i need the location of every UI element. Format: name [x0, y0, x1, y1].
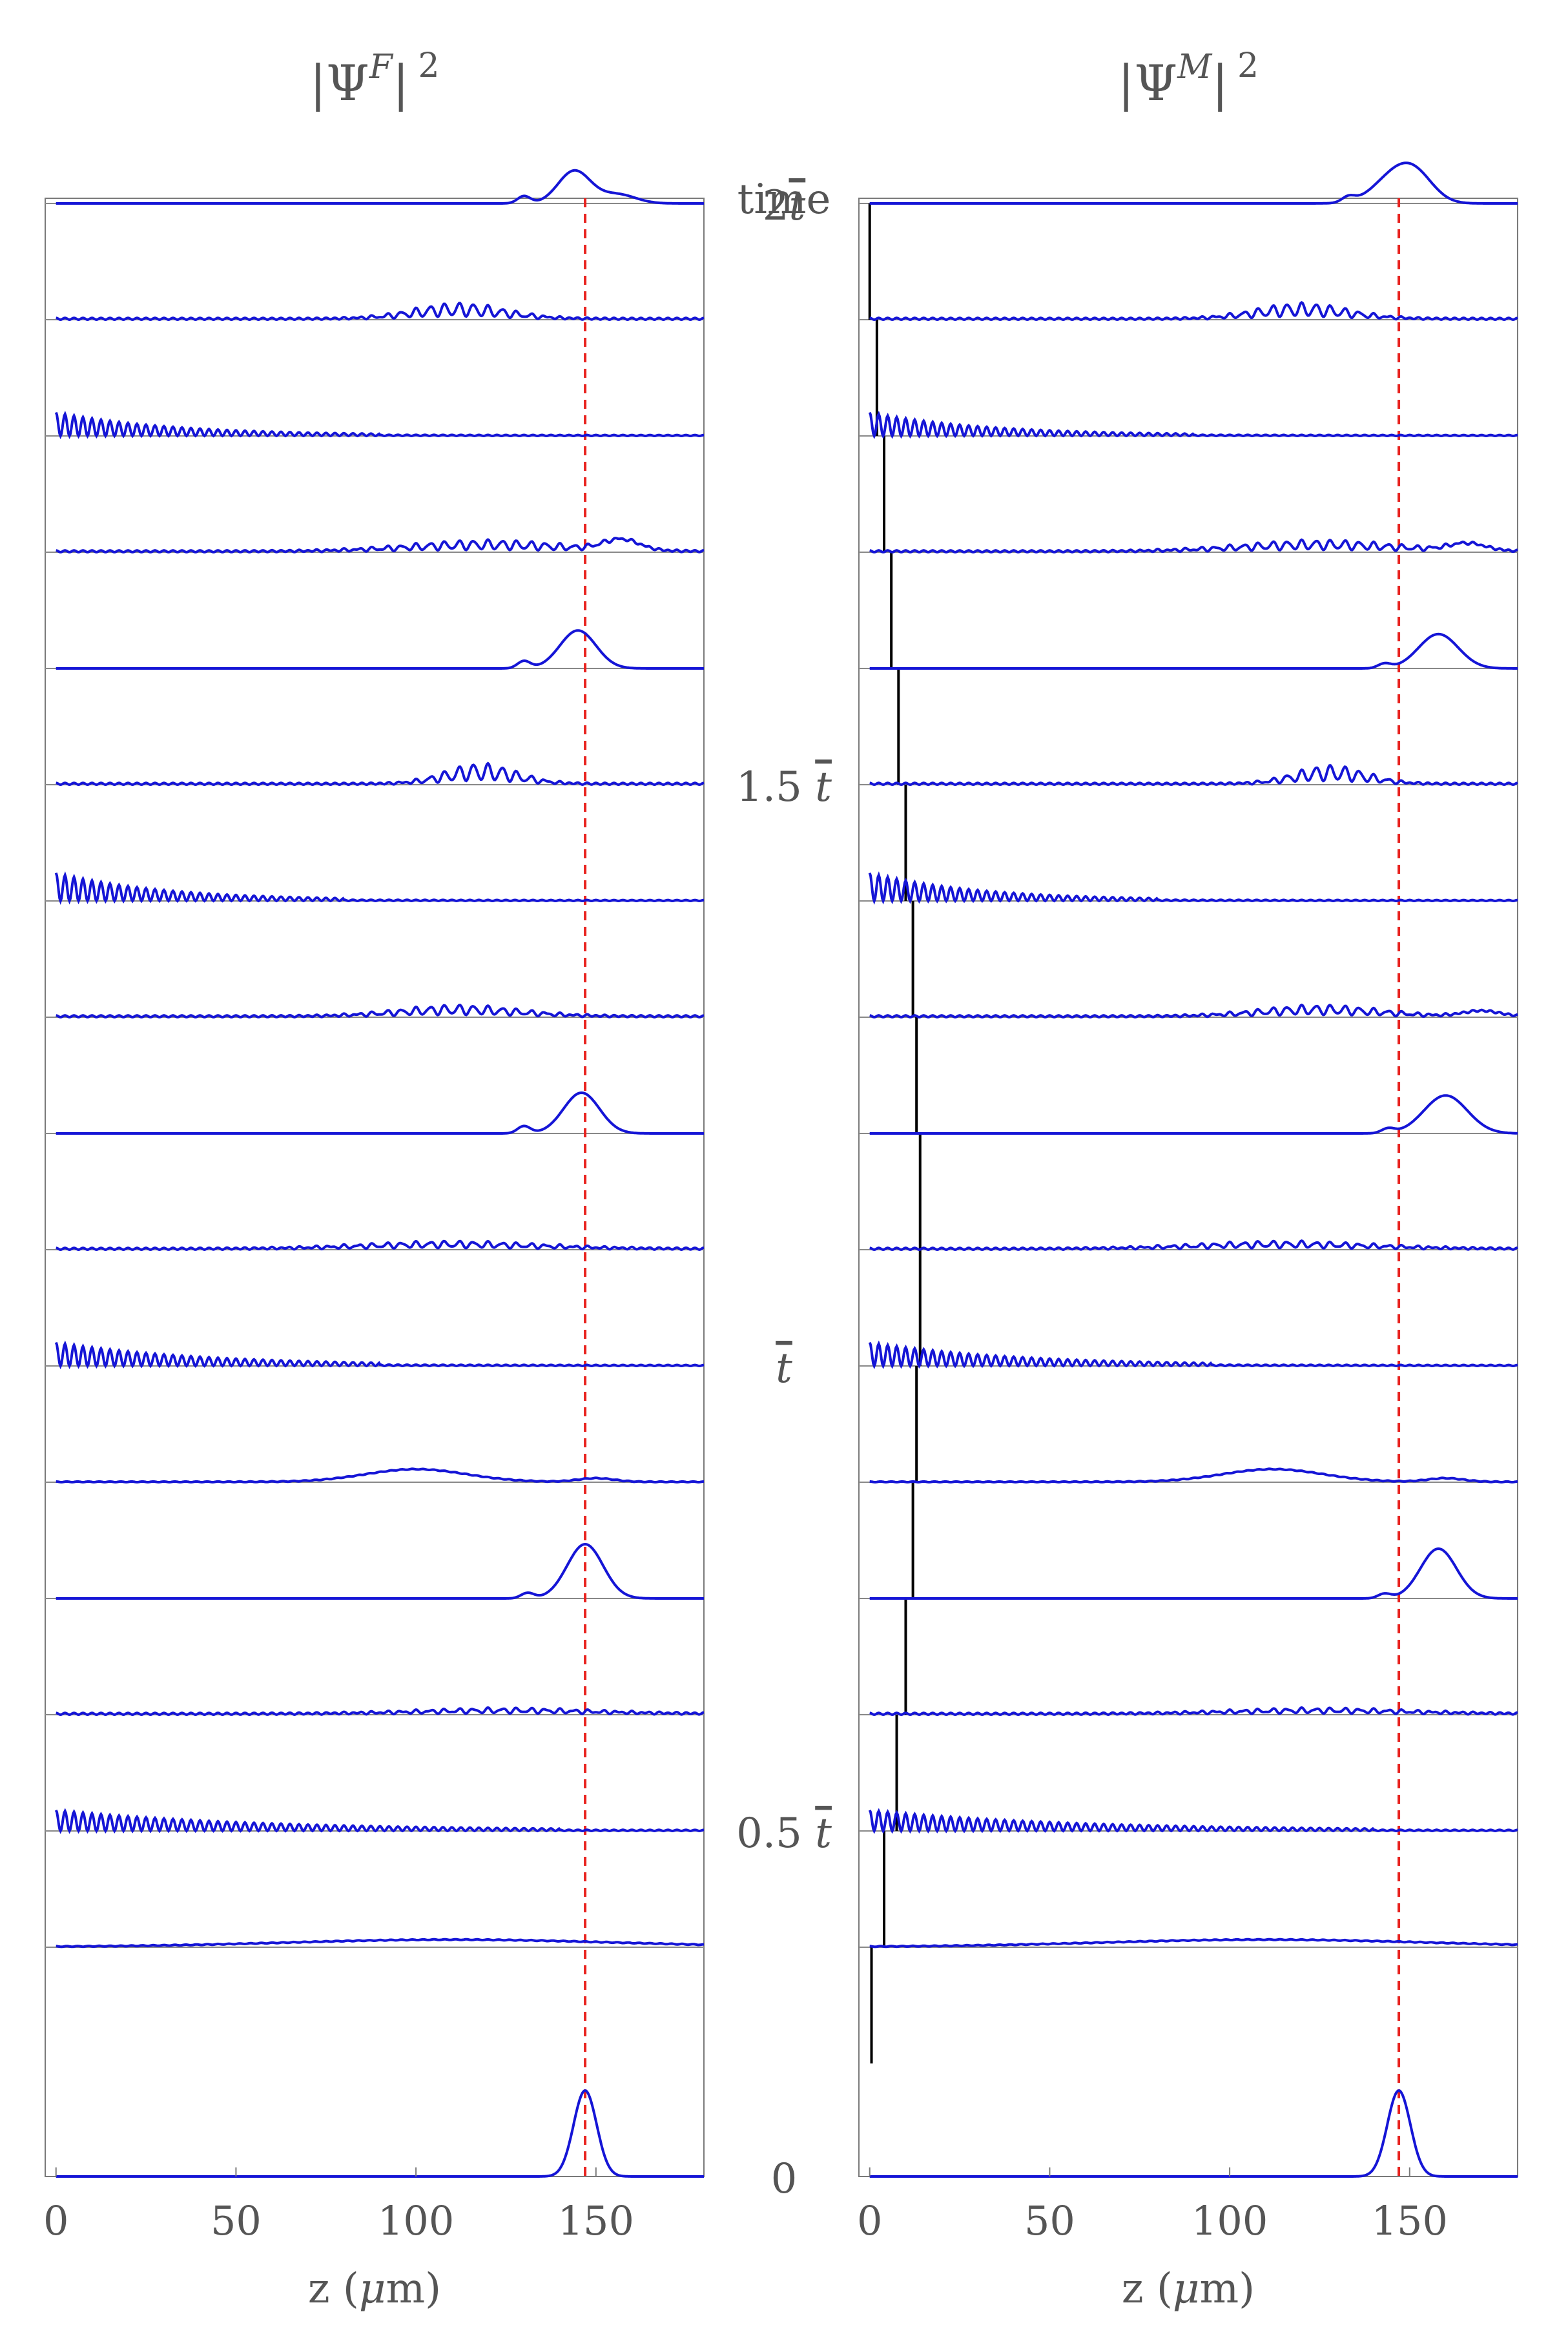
density-curve-t13	[869, 538, 1518, 554]
density-curve-t5	[869, 1467, 1518, 1484]
density-curve-t15	[869, 300, 1518, 322]
panel-title: |ΨM| 2	[1118, 47, 1259, 112]
density-curve-t9	[869, 1003, 1518, 1019]
density-curve-t8	[56, 1091, 704, 1135]
x-tick-label: 150	[1372, 2197, 1448, 2244]
title-superscript: M	[1177, 48, 1213, 87]
density-curve-t8	[869, 1094, 1518, 1135]
density-curve-t5	[56, 1467, 705, 1484]
x-tick-label: 150	[558, 2197, 634, 2244]
density-curve-t15	[56, 302, 705, 322]
plot-frame	[45, 198, 705, 2177]
time-tick-number: 1.5	[736, 763, 815, 811]
time-tick-label: t	[776, 1345, 792, 1392]
title-exponent: 2	[418, 47, 439, 85]
density-curve-t9	[56, 1004, 705, 1019]
density-curve-t12	[56, 629, 704, 670]
density-curve-t7	[56, 1239, 705, 1252]
density-curve-t3	[56, 1706, 705, 1717]
x-axis-label-part: z (	[308, 2265, 359, 2313]
density-curve-t14	[868, 411, 1518, 440]
time-axis-label: time	[738, 176, 831, 223]
x-axis-label-part: μ	[1173, 2265, 1200, 2313]
time-tick-tbar: t	[815, 1810, 832, 1857]
density-curve-t0	[869, 2089, 1518, 2178]
density-curve-t10	[54, 871, 705, 905]
density-curve-t10	[868, 871, 1518, 905]
time-tick-number: 0.5	[736, 1810, 815, 1857]
time-tick-label: 2t	[763, 182, 806, 230]
x-axis-label-part: m)	[386, 2265, 441, 2313]
time-tick-label: 0	[771, 2155, 798, 2203]
time-axis: time 2t1.5 tt0.5 t0	[736, 176, 832, 2203]
x-tick-label: 50	[1024, 2197, 1075, 2244]
x-tick-label: 100	[378, 2197, 454, 2244]
right-panel: 0 50 100 150 z (μm) |ΨM| 2	[857, 47, 1518, 2313]
title-bar: |	[1212, 54, 1228, 112]
time-tick-number: 0	[771, 2155, 798, 2203]
density-curve-t2	[54, 1808, 705, 1834]
density-curve-t1	[56, 1938, 705, 1948]
density-curve-t6	[54, 1340, 705, 1370]
x-tick-label: 0	[857, 2197, 882, 2244]
density-curve-t6	[868, 1340, 1518, 1370]
title-base: |Ψ	[1118, 54, 1177, 112]
panel-title: |ΨF| 2	[309, 47, 439, 112]
time-tick-label: 1.5 t	[736, 763, 832, 811]
density-curve-t0	[56, 2089, 704, 2178]
time-tick-label: 0.5 t	[736, 1810, 832, 1857]
x-axis-label-part: z (	[1122, 2265, 1173, 2313]
density-curve-t3	[869, 1706, 1518, 1717]
title-superscript: F	[369, 48, 394, 87]
time-tick-number: 2	[763, 182, 789, 230]
x-tick-label: 0	[43, 2197, 68, 2244]
density-curve-t2	[868, 1808, 1518, 1834]
density-curve-t4	[869, 1547, 1518, 1600]
x-tick-label: 100	[1191, 2197, 1268, 2244]
density-curve-t14	[54, 411, 705, 440]
left-panel: 0 50 100 150 z (μm) |ΨF| 2	[43, 47, 705, 2313]
x-axis-label-part: μ	[359, 2265, 386, 2313]
plot-frame	[858, 198, 1518, 2177]
time-tick-tbar: t	[789, 182, 806, 230]
density-curve-t7	[869, 1239, 1518, 1252]
density-curve-t11	[56, 761, 705, 787]
x-axis-label: z (μm)	[1122, 2265, 1255, 2313]
x-tick-label: 50	[211, 2197, 262, 2244]
x-axis-label-part: m)	[1199, 2265, 1255, 2313]
density-curve-t16	[56, 169, 704, 205]
title-bar: |	[393, 54, 409, 112]
x-axis-label: z (μm)	[308, 2265, 441, 2313]
density-curve-t12	[869, 632, 1518, 670]
time-tick-tbar: t	[776, 1345, 792, 1392]
density-curve-t1	[869, 1938, 1518, 1948]
time-tick-tbar: t	[815, 763, 832, 811]
title-base: |Ψ	[309, 54, 369, 112]
density-curve-t11	[869, 764, 1518, 787]
density-curve-t16	[869, 161, 1518, 205]
density-curve-t4	[56, 1542, 704, 1600]
density-curve-t13	[56, 537, 705, 554]
title-exponent: 2	[1237, 47, 1259, 85]
